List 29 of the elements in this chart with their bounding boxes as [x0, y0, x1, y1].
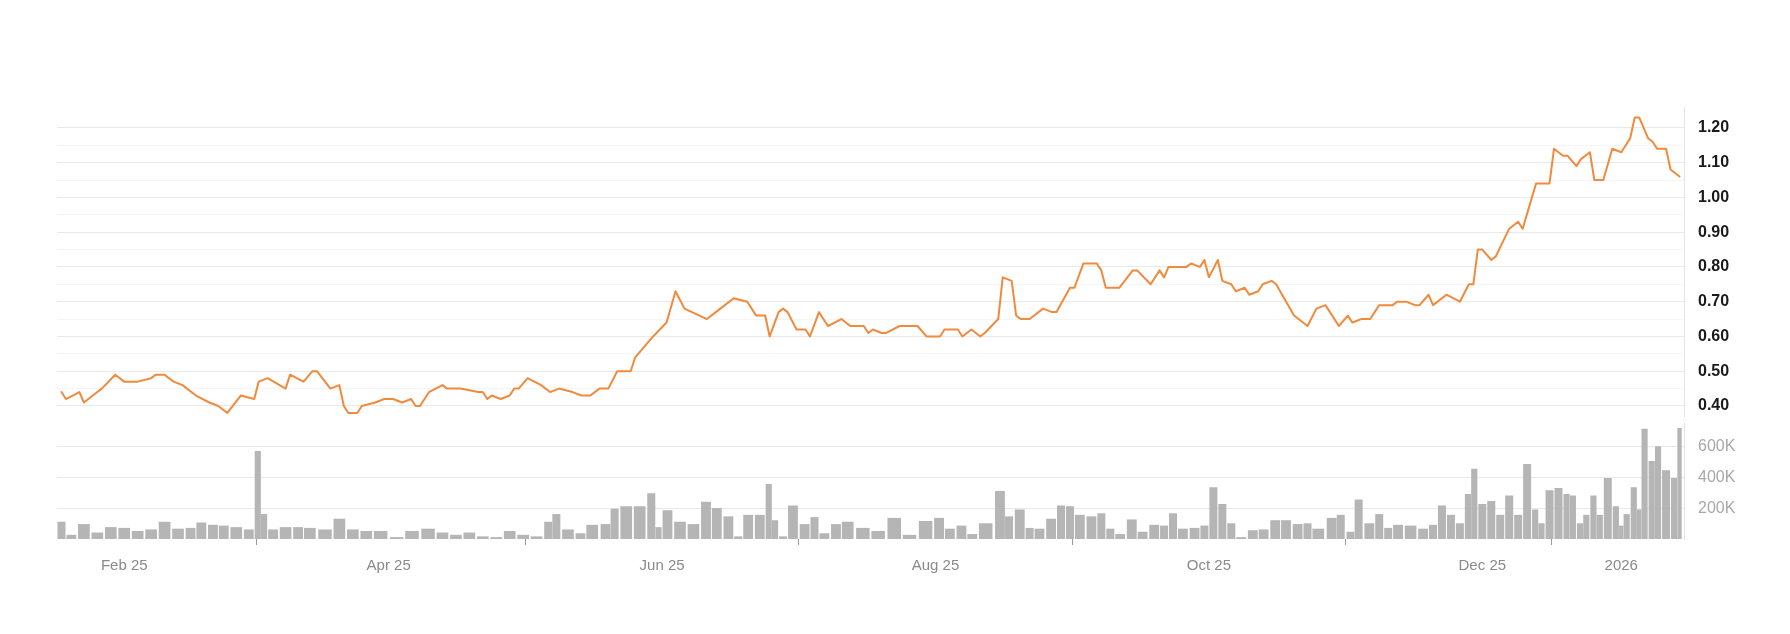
y-tick-label: 400K	[1698, 467, 1736, 485]
x-tick-label: Dec 25	[1458, 556, 1507, 574]
y-tick-label: 600K	[1698, 437, 1736, 455]
bar	[687, 524, 700, 539]
x-tick-label: Feb 25	[100, 556, 148, 574]
bar	[333, 518, 346, 539]
x-tick-label: 2026	[1604, 556, 1638, 574]
y-tick-label: 1.00	[1698, 187, 1730, 205]
y-tick-label: 1.10	[1698, 153, 1730, 171]
bar	[1404, 525, 1417, 539]
y-tick-label: 0.70	[1698, 292, 1730, 310]
y-tick-label: 0.40	[1698, 396, 1730, 414]
y-tick-label: 0.50	[1698, 361, 1730, 379]
bar	[450, 534, 462, 539]
bar	[562, 529, 574, 539]
x-tick-label: Oct 25	[1186, 556, 1231, 574]
bar	[674, 521, 686, 539]
x-tick-label: Aug 25	[911, 556, 960, 574]
x-tick-label: Jun 25	[639, 556, 685, 574]
y-tick-label: 0.60	[1698, 326, 1730, 344]
y-tick-label: 200K	[1698, 498, 1736, 516]
x-tick-label: Apr 25	[366, 556, 411, 574]
bar	[172, 528, 184, 539]
y-tick-label: 0.80	[1698, 257, 1730, 275]
bar	[530, 536, 543, 539]
y-tick-label: 0.90	[1698, 222, 1730, 240]
bar	[158, 521, 171, 539]
y-tick-label: 1.20	[1698, 118, 1730, 136]
bar	[279, 527, 292, 539]
